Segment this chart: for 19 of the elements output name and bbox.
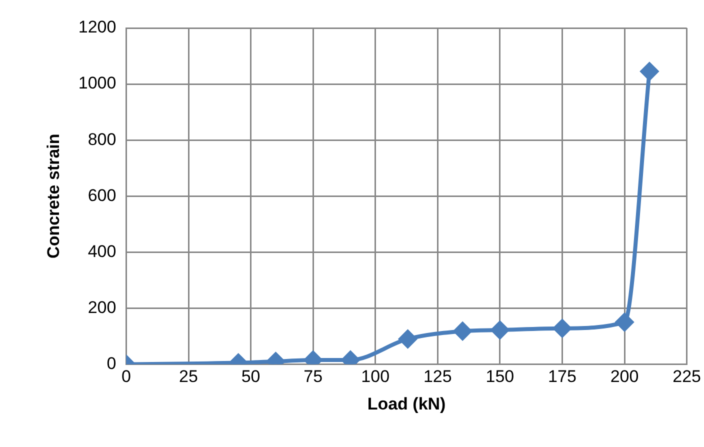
y-tick-label: 1200	[78, 18, 116, 37]
y-tick-label: 0	[106, 354, 116, 373]
y-tick-label: 1000	[78, 74, 116, 93]
x-tick-label: 225	[672, 367, 702, 386]
y-axis-title: Concrete strain	[44, 134, 63, 258]
x-tick-label: 100	[361, 367, 390, 386]
x-tick-label: 50	[241, 367, 260, 386]
y-tick-label: 200	[88, 298, 116, 317]
y-tick-label: 600	[88, 186, 116, 205]
x-tick-label: 0	[121, 367, 131, 386]
x-tick-label: 175	[548, 367, 576, 386]
y-tick-label: 800	[88, 130, 116, 149]
x-tick-label: 125	[423, 367, 452, 386]
x-axis-title: Load (kN)	[367, 394, 446, 414]
x-tick-label: 75	[304, 367, 323, 386]
x-tick-label: 200	[610, 367, 639, 386]
x-tick-label: 150	[486, 367, 514, 386]
x-tick-label: 25	[179, 367, 198, 386]
y-tick-label: 400	[88, 242, 116, 261]
